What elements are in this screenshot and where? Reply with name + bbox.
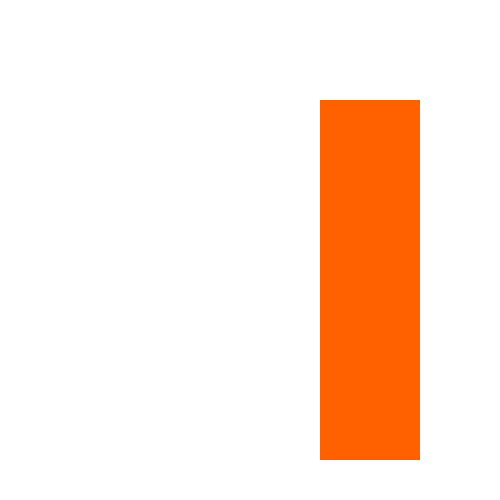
orange-vertical-bar: [320, 100, 420, 460]
